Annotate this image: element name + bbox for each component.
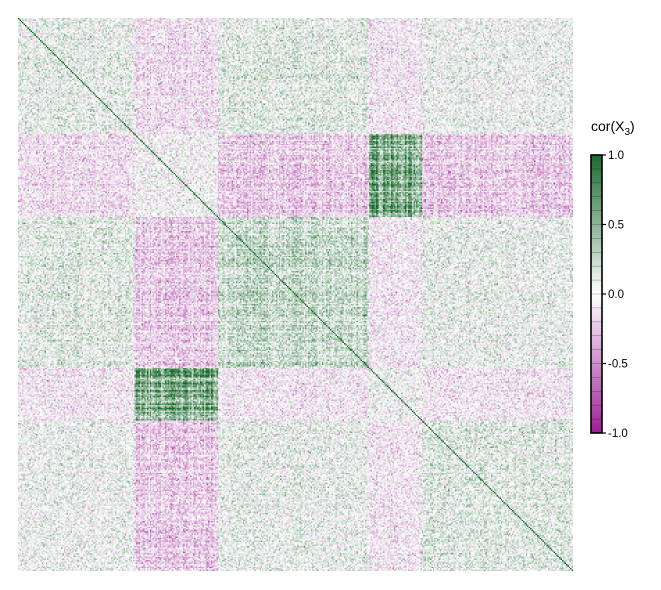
colorbar-tick-label: 0.5	[608, 220, 624, 232]
colorbar-tick-label: 1.0	[608, 150, 624, 162]
heatmap-matrix	[18, 18, 573, 571]
colorbar-cell-lines	[591, 168, 602, 420]
colorbar-tick-label: -0.5	[608, 359, 628, 371]
colorbar-tick-label: 0.0	[608, 289, 624, 301]
colorbar-tick-label: -1.0	[608, 428, 628, 440]
colorbar-ticks: 1.0 0.5 0.0 -0.5 -1.0	[602, 150, 628, 440]
colorbar: cor(X3) 1.0 0.5 0.0 -0.5 -1.0	[590, 118, 635, 440]
colorbar-title: cor(X3)	[591, 118, 635, 138]
